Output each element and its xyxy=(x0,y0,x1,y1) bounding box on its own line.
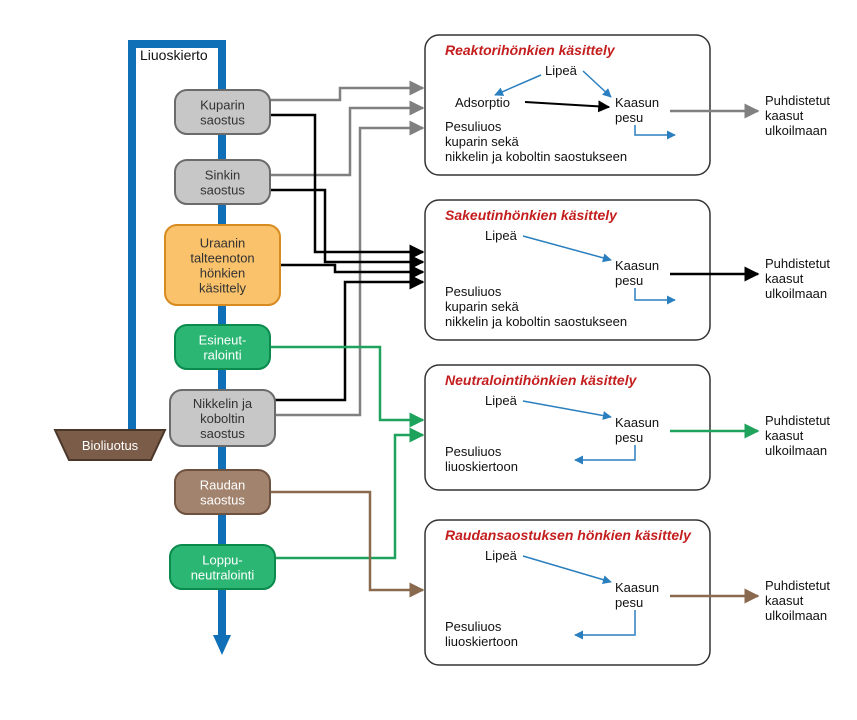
node-esineut-label: Esineut- xyxy=(199,333,247,348)
svg-text:kaasut: kaasut xyxy=(765,428,804,443)
svg-text:kaasut: kaasut xyxy=(765,593,804,608)
node-esineut-label: ralointi xyxy=(203,348,241,363)
liuoskierto-label: Liuoskierto xyxy=(140,47,208,63)
node-nikkelin-label: Nikkelin ja xyxy=(193,396,253,411)
svg-text:liuoskiertoon: liuoskiertoon xyxy=(445,634,518,649)
pesu-label: pesu xyxy=(615,595,643,610)
svg-text:liuoskiertoon: liuoskiertoon xyxy=(445,459,518,474)
node-sinkin-label: saostus xyxy=(200,183,245,198)
svg-text:kuparin sekä: kuparin sekä xyxy=(445,299,519,314)
svg-text:ulkoilmaan: ulkoilmaan xyxy=(765,608,827,623)
node-sinkin-label: Sinkin xyxy=(205,168,240,183)
svg-text:ulkoilmaan: ulkoilmaan xyxy=(765,123,827,138)
pesu-label: pesu xyxy=(615,110,643,125)
panel-sakeutin-title: Sakeutinhönkien käsittely xyxy=(445,207,618,223)
svg-text:nikkelin ja koboltin saostukse: nikkelin ja koboltin saostukseen xyxy=(445,314,627,329)
node-nikkelin-label: koboltin xyxy=(200,411,245,426)
node-uraanin-label: hönkien xyxy=(200,266,246,281)
kaasun-label: Kaasun xyxy=(615,580,659,595)
node-nikkelin-label: saostus xyxy=(200,426,245,441)
kaasun-label: Kaasun xyxy=(615,258,659,273)
node-loppu-label: neutralointi xyxy=(191,568,255,583)
pesuliuos-label: Pesuliuos xyxy=(445,444,502,459)
pesu-label: pesu xyxy=(615,273,643,288)
lipea-label: Lipeä xyxy=(485,548,518,563)
panel-raudansaostus-title: Raudansaostuksen hönkien käsittely xyxy=(445,527,692,543)
node-loppu-label: Loppu- xyxy=(202,553,242,568)
adsorptio-label: Adsorptio xyxy=(455,95,510,110)
svg-text:kuparin sekä: kuparin sekä xyxy=(445,134,519,149)
output-label: Puhdistetut xyxy=(765,256,830,271)
panel-neutralointi-title: Neutralointihönkien käsittely xyxy=(445,372,638,388)
svg-text:kaasut: kaasut xyxy=(765,108,804,123)
kaasun-label: Kaasun xyxy=(615,415,659,430)
svg-text:nikkelin ja koboltin saostukse: nikkelin ja koboltin saostukseen xyxy=(445,149,627,164)
node-uraanin-label: talteenoton xyxy=(190,251,254,266)
node-kuparin-label: saostus xyxy=(200,113,245,128)
pesu-label: pesu xyxy=(615,430,643,445)
svg-text:kaasut: kaasut xyxy=(765,271,804,286)
process-flow-diagram: Liuoskierto Reaktorihönkien käsittely Lipe… xyxy=(0,0,857,720)
svg-text:ulkoilmaan: ulkoilmaan xyxy=(765,286,827,301)
node-raudan-label: saostus xyxy=(200,493,245,508)
node-raudan-label: Raudan xyxy=(200,478,246,493)
panel-reaktori-title: Reaktorihönkien käsittely xyxy=(445,42,616,58)
pesuliuos-label: Pesuliuos xyxy=(445,619,502,634)
output-label: Puhdistetut xyxy=(765,93,830,108)
kaasun-label: Kaasun xyxy=(615,95,659,110)
node-kuparin-label: Kuparin xyxy=(200,98,245,113)
pesuliuos-label: Pesuliuos xyxy=(445,119,502,134)
pesuliuos-label: Pesuliuos xyxy=(445,284,502,299)
output-label: Puhdistetut xyxy=(765,578,830,593)
output-label: Puhdistetut xyxy=(765,413,830,428)
bioliuotus-label: Bioliuotus xyxy=(82,438,139,453)
lipea-label: Lipeä xyxy=(485,393,518,408)
svg-text:ulkoilmaan: ulkoilmaan xyxy=(765,443,827,458)
node-uraanin-label: käsittely xyxy=(199,281,246,296)
node-uraanin-label: Uraanin xyxy=(200,236,246,251)
lipea-label: Lipeä xyxy=(485,228,518,243)
lipea-label: Lipeä xyxy=(545,63,578,78)
